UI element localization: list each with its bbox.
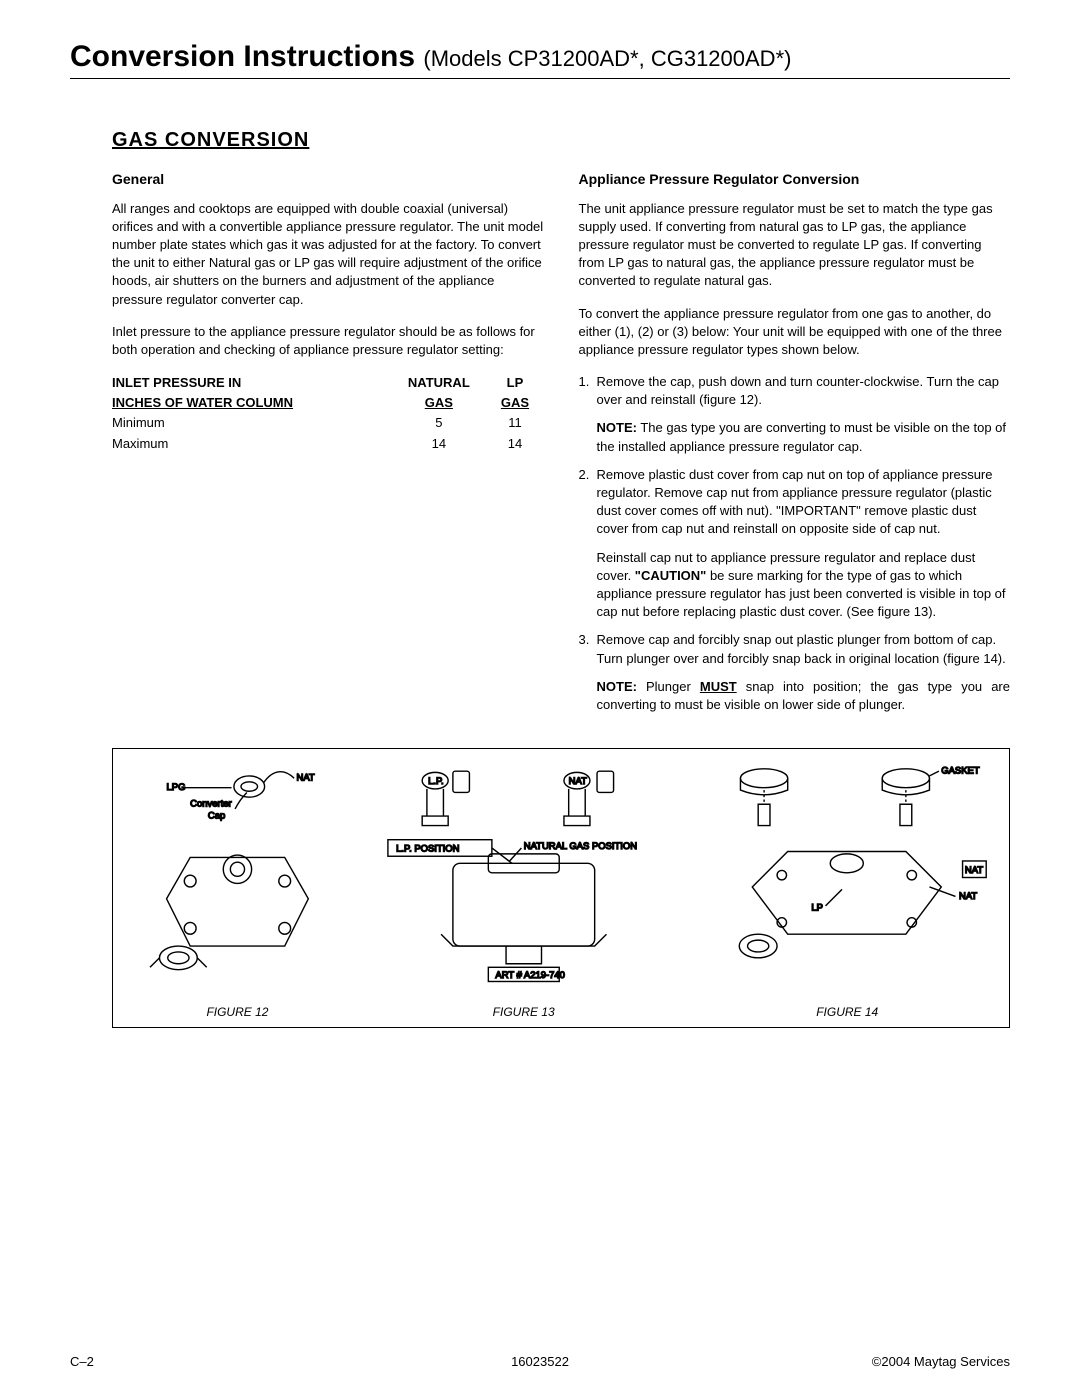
title-main: Conversion Instructions: [70, 40, 415, 73]
step-1-note-prefix: NOTE:: [597, 420, 637, 435]
table-h3a: LP: [492, 373, 543, 393]
table-r1-nat: 5: [391, 413, 492, 433]
step-3-note: NOTE: Plunger MUST snap into position; t…: [597, 678, 1011, 714]
figure-14-art: GASKET LP NAT NAT: [685, 757, 1009, 993]
figure-14-label: FIGURE 14: [685, 1005, 1009, 1019]
title-rule: [70, 78, 1010, 79]
svg-text:LPG: LPG: [167, 782, 186, 793]
svg-text:NAT: NAT: [965, 865, 983, 876]
footer-center: 16023522: [511, 1354, 569, 1369]
regulator-heading: Appliance Pressure Regulator Conversion: [579, 170, 1011, 190]
table-r2-label: Maximum: [112, 434, 391, 454]
table-h3b: GAS: [492, 393, 543, 413]
svg-text:Converter: Converter: [190, 799, 231, 810]
table-r1-lp: 11: [492, 413, 543, 433]
table-h1a: INLET PRESSURE IN: [112, 373, 391, 393]
step-3: Remove cap and forcibly snap out plastic…: [579, 631, 1011, 714]
body-columns: General All ranges and cooktops are equi…: [112, 170, 1010, 724]
step-2: Remove plastic dust cover from cap nut o…: [579, 466, 1011, 622]
footer-left: C–2: [70, 1354, 94, 1369]
footer-right: ©2004 Maytag Services: [872, 1354, 1010, 1369]
step-2-text: Remove plastic dust cover from cap nut o…: [597, 467, 993, 537]
step-3-note-must: MUST: [700, 679, 737, 694]
step-1-note-text: The gas type you are converting to must …: [597, 420, 1007, 453]
page-title: Conversion Instructions (Models CP31200A…: [70, 40, 1010, 74]
figure-12: NAT LPG Converter Cap FIGURE 12: [113, 749, 362, 1027]
svg-text:NAT: NAT: [959, 891, 977, 902]
figure-13-label: FIGURE 13: [362, 1005, 686, 1019]
svg-text:GASKET: GASKET: [942, 766, 981, 777]
title-models: (Models CP31200AD*, CG31200AD*): [423, 46, 791, 71]
inlet-pressure-table: INLET PRESSURE IN NATURAL LP INCHES OF W…: [112, 373, 544, 454]
svg-text:NAT: NAT: [569, 776, 587, 787]
step-1: Remove the cap, push down and turn count…: [579, 373, 1011, 456]
conversion-steps: Remove the cap, push down and turn count…: [579, 373, 1011, 714]
figure-box: NAT LPG Converter Cap FIGURE 12 L.P.: [112, 748, 1010, 1028]
table-h1b: INCHES OF WATER COLUMN: [112, 393, 391, 413]
step-2-note: Reinstall cap nut to appliance pressure …: [597, 549, 1011, 622]
svg-text:NATURAL GAS POSITION: NATURAL GAS POSITION: [524, 841, 637, 852]
page-footer: C–2 16023522 ©2004 Maytag Services: [70, 1354, 1010, 1369]
table-r2-nat: 14: [391, 434, 492, 454]
svg-text:L.P.: L.P.: [428, 776, 444, 787]
step-3-note-mid1: Plunger: [637, 679, 700, 694]
step-3-text: Remove cap and forcibly snap out plastic…: [597, 632, 1006, 665]
figure-14: GASKET LP NAT NAT FIGURE 1: [685, 749, 1009, 1027]
step-2-caution: "CAUTION": [635, 568, 707, 583]
regulator-p2: To convert the appliance pressure regula…: [579, 305, 1011, 360]
table-r2-lp: 14: [492, 434, 543, 454]
svg-text:L.P. POSITION: L.P. POSITION: [396, 844, 459, 855]
figure-13-art: L.P. NAT L.P. POSITION NATURAL GAS POSIT…: [362, 757, 686, 993]
svg-text:LP: LP: [812, 903, 824, 914]
table-h2a: NATURAL: [391, 373, 492, 393]
figure-13: L.P. NAT L.P. POSITION NATURAL GAS POSIT…: [362, 749, 686, 1027]
general-p1: All ranges and cooktops are equipped wit…: [112, 200, 544, 309]
svg-text:Cap: Cap: [208, 811, 225, 822]
section-heading: GAS CONVERSION: [112, 129, 1010, 152]
svg-text:NAT: NAT: [297, 773, 315, 784]
step-1-text: Remove the cap, push down and turn count…: [597, 374, 1000, 407]
regulator-p1: The unit appliance pressure regulator mu…: [579, 200, 1011, 291]
table-h2b: GAS: [391, 393, 492, 413]
figure-12-art: NAT LPG Converter Cap: [113, 757, 362, 993]
figure-12-label: FIGURE 12: [113, 1005, 362, 1019]
general-p2: Inlet pressure to the appliance pressure…: [112, 323, 544, 359]
table-r1-label: Minimum: [112, 413, 391, 433]
general-heading: General: [112, 170, 544, 190]
right-column: Appliance Pressure Regulator Conversion …: [579, 170, 1011, 724]
svg-text:ART # A219-740: ART # A219-740: [495, 970, 564, 981]
step-1-note: NOTE: The gas type you are converting to…: [597, 419, 1011, 455]
left-column: General All ranges and cooktops are equi…: [112, 170, 544, 724]
step-3-note-prefix: NOTE:: [597, 679, 637, 694]
